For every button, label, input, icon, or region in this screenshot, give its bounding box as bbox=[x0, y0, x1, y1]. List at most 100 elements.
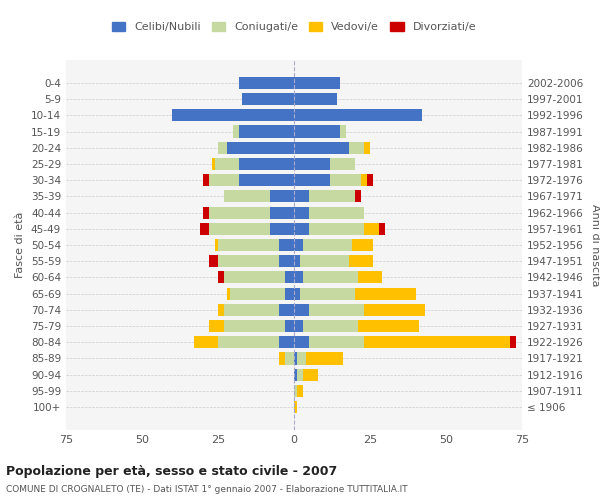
Y-axis label: Fasce di età: Fasce di età bbox=[16, 212, 25, 278]
Bar bbox=[303, 320, 358, 332]
Bar bbox=[279, 352, 285, 364]
Bar bbox=[349, 142, 364, 154]
Bar bbox=[215, 239, 218, 251]
Bar bbox=[309, 304, 364, 316]
Bar bbox=[227, 288, 230, 300]
Bar bbox=[294, 320, 303, 332]
Bar bbox=[209, 255, 218, 268]
Bar bbox=[218, 272, 224, 283]
Bar bbox=[172, 109, 294, 122]
Bar bbox=[224, 190, 269, 202]
Bar bbox=[218, 239, 279, 251]
Bar bbox=[306, 352, 343, 364]
Bar bbox=[300, 288, 355, 300]
Bar bbox=[239, 158, 294, 170]
Bar bbox=[294, 368, 297, 381]
Bar bbox=[294, 158, 331, 170]
Bar bbox=[361, 174, 367, 186]
Bar bbox=[218, 336, 279, 348]
Bar bbox=[218, 304, 224, 316]
Bar bbox=[200, 222, 209, 235]
Bar bbox=[194, 336, 218, 348]
Bar bbox=[294, 401, 297, 413]
Bar bbox=[218, 142, 227, 154]
Bar bbox=[294, 206, 309, 218]
Bar bbox=[331, 174, 361, 186]
Bar bbox=[300, 255, 349, 268]
Bar bbox=[239, 126, 294, 138]
Bar bbox=[340, 126, 346, 138]
Bar bbox=[269, 222, 294, 235]
Bar bbox=[294, 288, 300, 300]
Bar bbox=[294, 239, 303, 251]
Bar bbox=[285, 288, 294, 300]
Bar bbox=[379, 222, 385, 235]
Bar bbox=[358, 272, 382, 283]
Bar bbox=[215, 158, 239, 170]
Bar bbox=[309, 222, 364, 235]
Bar bbox=[331, 158, 355, 170]
Bar bbox=[209, 222, 269, 235]
Bar bbox=[367, 174, 373, 186]
Bar bbox=[224, 320, 285, 332]
Bar bbox=[209, 320, 224, 332]
Bar bbox=[242, 93, 294, 105]
Legend: Celibi/Nubili, Coniugati/e, Vedovi/e, Divorziati/e: Celibi/Nubili, Coniugati/e, Vedovi/e, Di… bbox=[107, 18, 481, 37]
Bar bbox=[285, 320, 294, 332]
Bar bbox=[218, 255, 279, 268]
Bar bbox=[294, 174, 331, 186]
Bar bbox=[303, 272, 358, 283]
Bar bbox=[355, 190, 361, 202]
Bar bbox=[279, 336, 294, 348]
Bar bbox=[203, 206, 209, 218]
Bar bbox=[297, 368, 303, 381]
Bar bbox=[364, 222, 379, 235]
Bar bbox=[224, 304, 279, 316]
Bar bbox=[510, 336, 516, 348]
Bar bbox=[294, 190, 309, 202]
Bar bbox=[294, 304, 309, 316]
Bar bbox=[224, 272, 285, 283]
Bar bbox=[303, 368, 319, 381]
Bar bbox=[309, 206, 364, 218]
Bar bbox=[285, 272, 294, 283]
Bar bbox=[269, 190, 294, 202]
Bar bbox=[294, 255, 300, 268]
Bar bbox=[212, 158, 215, 170]
Bar bbox=[209, 174, 239, 186]
Bar bbox=[239, 77, 294, 89]
Bar bbox=[352, 239, 373, 251]
Bar bbox=[230, 288, 285, 300]
Bar bbox=[294, 272, 303, 283]
Bar bbox=[294, 142, 349, 154]
Bar bbox=[349, 255, 373, 268]
Bar bbox=[294, 352, 297, 364]
Bar bbox=[303, 239, 352, 251]
Bar bbox=[294, 385, 297, 397]
Bar bbox=[364, 336, 510, 348]
Y-axis label: Anni di nascita: Anni di nascita bbox=[590, 204, 600, 286]
Bar bbox=[364, 142, 370, 154]
Bar bbox=[309, 190, 355, 202]
Text: Popolazione per età, sesso e stato civile - 2007: Popolazione per età, sesso e stato civil… bbox=[6, 465, 337, 478]
Bar bbox=[364, 304, 425, 316]
Bar bbox=[358, 320, 419, 332]
Bar bbox=[279, 239, 294, 251]
Bar bbox=[309, 336, 364, 348]
Bar bbox=[294, 336, 309, 348]
Bar bbox=[279, 255, 294, 268]
Bar bbox=[239, 174, 294, 186]
Text: COMUNE DI CROGNALETO (TE) - Dati ISTAT 1° gennaio 2007 - Elaborazione TUTTITALIA: COMUNE DI CROGNALETO (TE) - Dati ISTAT 1… bbox=[6, 485, 407, 494]
Bar bbox=[355, 288, 416, 300]
Bar bbox=[297, 385, 303, 397]
Bar bbox=[203, 174, 209, 186]
Bar bbox=[297, 352, 306, 364]
Bar bbox=[285, 352, 294, 364]
Bar bbox=[269, 206, 294, 218]
Bar bbox=[294, 109, 422, 122]
Bar bbox=[209, 206, 269, 218]
Bar bbox=[227, 142, 294, 154]
Bar bbox=[294, 126, 340, 138]
Bar bbox=[279, 304, 294, 316]
Bar bbox=[294, 93, 337, 105]
